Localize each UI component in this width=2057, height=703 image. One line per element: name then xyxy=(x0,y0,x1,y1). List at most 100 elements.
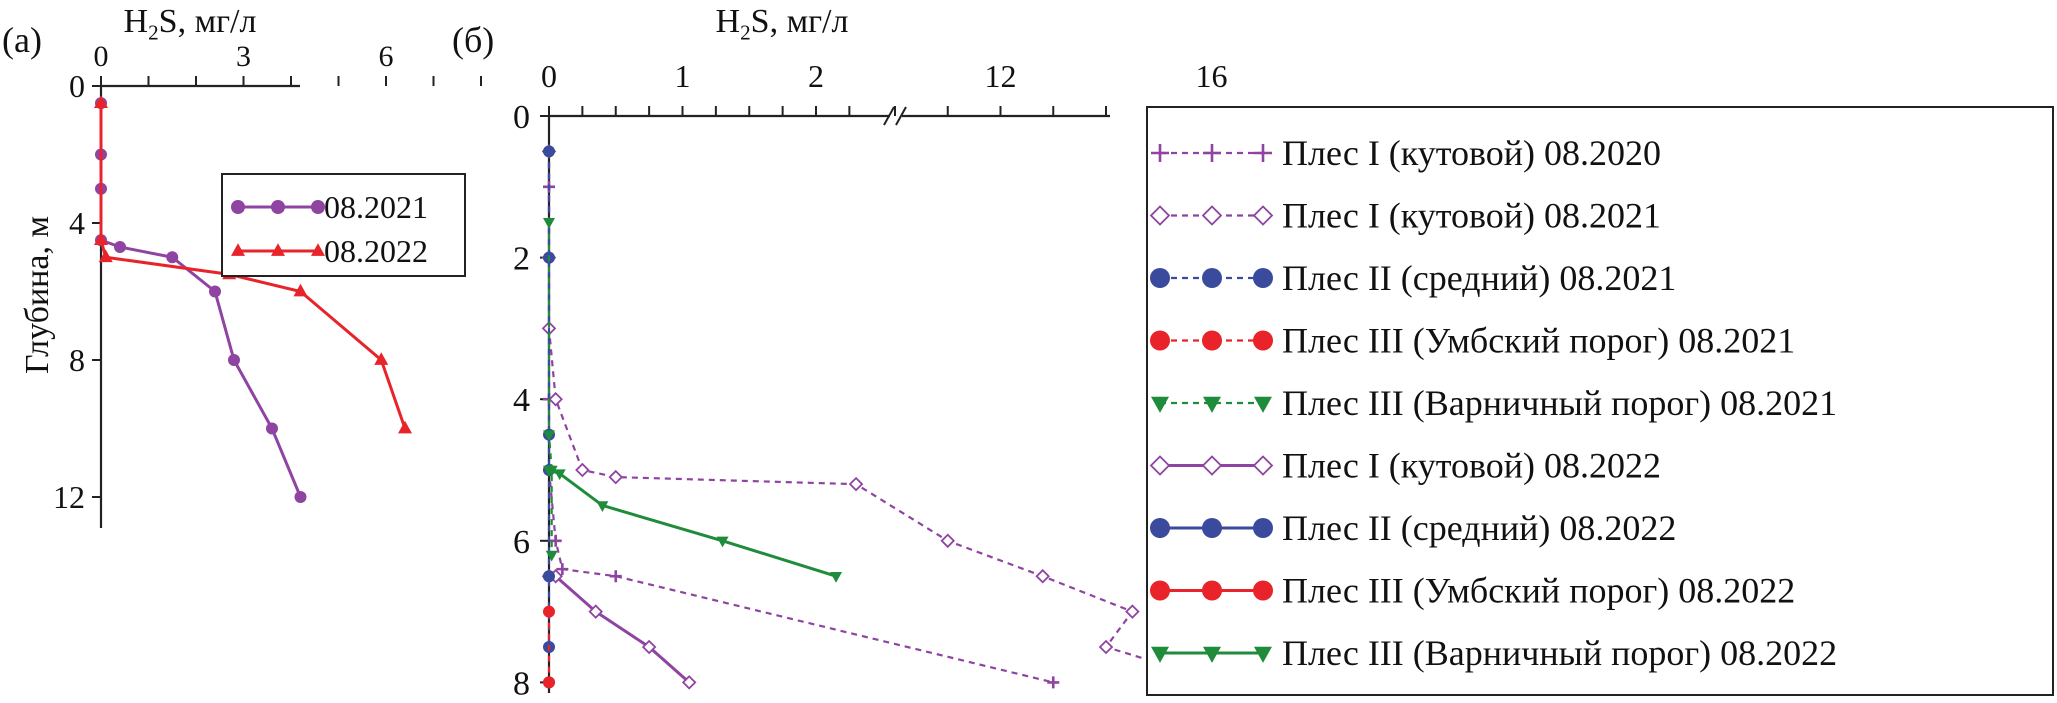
data-point-b xyxy=(549,534,562,547)
data-point-a xyxy=(228,354,240,366)
legend-b-label: Плес III (Варничный порог) 08.2022 xyxy=(1282,633,1837,673)
legend-b-marker xyxy=(1202,518,1222,538)
series-line-b xyxy=(547,151,1223,684)
x-tick-label-b: 1 xyxy=(675,58,691,94)
data-point-b xyxy=(543,430,555,442)
data-point-b xyxy=(553,469,566,481)
y-tick-label-b: 8 xyxy=(513,665,530,702)
y-tick-label-a: 0 xyxy=(69,68,85,104)
y-tick-label-a: 4 xyxy=(69,205,85,241)
data-point-b xyxy=(848,476,864,492)
y-tick-label-b: 6 xyxy=(513,524,530,561)
legend-b-marker xyxy=(1202,330,1222,351)
legend-a-marker xyxy=(311,243,325,256)
data-point-b xyxy=(548,391,563,407)
legend-b: Плес I (кутовой) 08.2020 Плес I (кутовой)… xyxy=(1146,106,2054,696)
legend-a-label: 08.2021 xyxy=(324,189,428,225)
data-point-b xyxy=(543,145,555,158)
data-point-b xyxy=(543,676,555,689)
legend-a-frame xyxy=(221,173,466,277)
data-point-a xyxy=(209,285,221,298)
data-point-b xyxy=(1047,676,1060,689)
legend-b-marker xyxy=(1202,580,1222,601)
legend-a-marker xyxy=(311,200,325,214)
data-point-b xyxy=(543,465,555,477)
legend-b-marker xyxy=(1202,268,1222,288)
data-point-b xyxy=(609,570,622,583)
legend-a-marker xyxy=(231,243,245,256)
legend-b-label: Плес I (кутовой) 08.2020 xyxy=(1282,133,1661,173)
data-point-b xyxy=(575,462,590,478)
x-tick-label-b: 2 xyxy=(808,58,824,94)
x-axis-title-a: H2S, мг/л xyxy=(124,3,257,44)
legend-b-label: Плес III (Умбский порог) 08.2022 xyxy=(1282,571,1795,611)
legend-b-marker xyxy=(1254,144,1272,162)
x-tick-label-b: 12 xyxy=(985,58,1017,94)
data-point-a xyxy=(94,232,108,246)
data-point-b xyxy=(681,675,697,690)
data-point-b xyxy=(545,550,558,562)
data-point-b xyxy=(608,469,624,485)
legend-b-label: Плес III (Варничный порог) 08.2021 xyxy=(1282,383,1837,423)
panel-b-label: (б) xyxy=(452,20,494,60)
data-point-a xyxy=(114,240,126,253)
x-axis-title-b: H2S, мг/л xyxy=(716,3,849,44)
data-point-a xyxy=(166,251,179,264)
legend-b-marker xyxy=(1253,580,1273,601)
data-point-a xyxy=(398,420,412,434)
legend-b-marker xyxy=(1149,455,1171,476)
legend-b-label: Плес II (средний) 08.2021 xyxy=(1282,258,1676,298)
legend-b-marker xyxy=(1253,518,1273,538)
x-tick-label-b: 16 xyxy=(1196,58,1228,94)
legend-b-marker xyxy=(1254,396,1272,413)
data-point-a xyxy=(294,491,307,503)
x-tick-label-a: 0 xyxy=(94,40,109,73)
legend-b-label: Плес I (кутовой) 08.2021 xyxy=(1282,196,1661,236)
legend-a: 08.2021 08.2022 xyxy=(221,173,466,277)
series-line-a xyxy=(99,103,302,498)
data-point-b xyxy=(588,604,603,619)
legend-a-marker xyxy=(271,243,285,256)
data-point-a xyxy=(94,95,108,109)
legend-b-marker xyxy=(1150,580,1170,601)
legend-b-marker xyxy=(1252,455,1274,476)
series-line-b xyxy=(547,151,1054,684)
legend-b-label: Плес II (средний) 08.2022 xyxy=(1282,508,1676,548)
legend-b-marker xyxy=(1252,205,1274,226)
legend-b-marker xyxy=(1253,268,1273,288)
x-tick-label-a: 6 xyxy=(379,40,394,73)
y-axis-title-a: Глубина, м xyxy=(19,216,56,374)
data-point-b xyxy=(543,218,555,229)
y-tick-label-b: 2 xyxy=(513,241,530,278)
y-tick-label-b: 0 xyxy=(513,99,530,136)
data-point-b xyxy=(1098,639,1114,655)
data-point-b xyxy=(596,501,609,512)
legend-b-marker xyxy=(1150,268,1170,288)
data-point-b xyxy=(940,533,956,549)
data-point-b xyxy=(1125,604,1140,619)
legend-b-marker xyxy=(1254,646,1272,663)
data-point-b xyxy=(641,639,657,655)
data-point-a xyxy=(98,249,113,263)
legend-b-marker xyxy=(1203,396,1221,413)
legend-a-marker xyxy=(271,200,285,214)
legend-b-frame xyxy=(1146,106,2054,696)
x-tick-label-a: 3 xyxy=(236,40,251,73)
legend-b-marker xyxy=(1149,205,1171,226)
legend-a-label: 08.2022 xyxy=(324,233,428,269)
legend-b-marker xyxy=(1203,646,1221,663)
data-point-b xyxy=(543,605,555,618)
y-tick-label-a: 12 xyxy=(53,479,85,515)
data-point-b xyxy=(716,536,729,548)
legend-b-marker xyxy=(1203,144,1221,162)
data-point-b xyxy=(1035,568,1050,584)
legend-b-marker xyxy=(1151,646,1169,663)
legend-b-label: Плес I (кутовой) 08.2022 xyxy=(1282,446,1661,486)
data-point-b xyxy=(556,563,569,576)
data-point-a xyxy=(266,422,278,435)
panel-a-label: (а) xyxy=(2,20,42,60)
data-point-b xyxy=(543,570,555,583)
